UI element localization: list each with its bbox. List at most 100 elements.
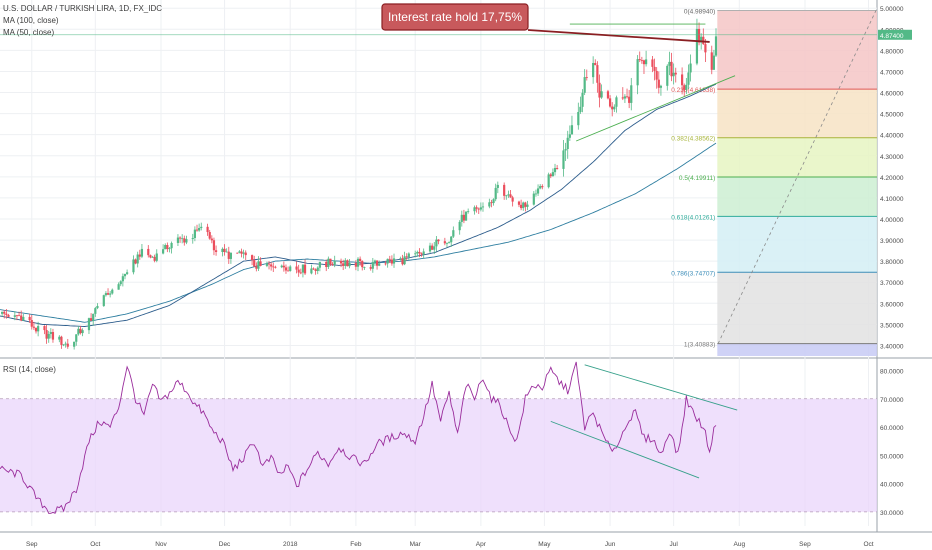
price-tick-label: 4.70000: [880, 69, 904, 76]
candle-up: [685, 84, 688, 90]
rsi-legend[interactable]: RSI (14, close): [3, 365, 56, 374]
candle-up: [496, 184, 499, 188]
candle-down: [51, 332, 55, 340]
price-tick-label: 4.10000: [880, 196, 904, 203]
rsi-pane: [0, 361, 877, 514]
candle-up: [221, 248, 224, 252]
candle-down: [240, 251, 243, 254]
fib-zone: [717, 272, 877, 344]
candle-down: [17, 315, 21, 317]
candle-up: [479, 207, 482, 210]
candle-up: [581, 92, 584, 107]
candle-down: [28, 316, 31, 321]
candle-up: [386, 258, 389, 264]
candle-down: [43, 326, 46, 331]
fib-zone: [717, 343, 877, 356]
candle-up: [151, 256, 154, 258]
candle-down: [511, 197, 514, 202]
candle-up: [229, 252, 233, 259]
candle-up: [193, 229, 196, 239]
rsi-tick-label: 50.0000: [880, 453, 904, 460]
candle-up: [536, 188, 540, 194]
candle-down: [642, 60, 646, 65]
ma100-legend[interactable]: MA (100, close): [3, 16, 59, 25]
candle-down: [272, 266, 275, 268]
candle-up: [600, 91, 603, 98]
candle-down: [259, 261, 262, 266]
candle-down: [621, 97, 624, 99]
candle-up: [126, 272, 129, 274]
candle-up: [225, 251, 228, 253]
candle-down: [79, 328, 82, 334]
time-tick-label: Jul: [669, 541, 678, 548]
candle-up: [155, 253, 158, 261]
time-tick-label: Oct: [90, 541, 100, 548]
time-tick-label: Mar: [410, 541, 422, 548]
candle-down: [520, 204, 523, 209]
price-tick-label: 4.00000: [880, 217, 904, 224]
callout-box[interactable]: [381, 3, 529, 31]
candlestick-series: [1, 18, 718, 350]
candle-up: [392, 258, 396, 264]
price-tick-label: 4.50000: [880, 112, 904, 119]
candle-up: [73, 341, 76, 347]
candle-down: [244, 252, 247, 256]
candle-down: [420, 253, 423, 255]
candle-down: [208, 232, 211, 239]
candle-up: [316, 267, 319, 272]
candle-up: [494, 187, 497, 200]
candle-down: [210, 238, 213, 241]
candle-down: [282, 265, 285, 268]
price-tick-label: 3.60000: [880, 301, 904, 308]
candle-up: [534, 193, 538, 195]
candle-up: [62, 344, 65, 346]
candle-down: [223, 248, 226, 253]
candle-down: [704, 44, 707, 53]
fib-zone: [717, 137, 877, 178]
fib-zone: [717, 177, 877, 217]
ma50-legend[interactable]: MA (50, close): [3, 28, 55, 37]
candle-down: [462, 214, 466, 221]
fib-level-label: 0.5(4.19911): [679, 175, 715, 182]
candle-down: [331, 264, 334, 265]
candle-up: [672, 72, 675, 77]
candle-up: [1, 311, 4, 314]
rsi-tick-label: 60.0000: [880, 425, 904, 432]
candle-down: [270, 264, 273, 267]
candle-down: [138, 254, 141, 257]
candle-up: [522, 202, 525, 209]
fib-level-label: 0(4.98940): [684, 8, 715, 15]
candle-up: [592, 62, 595, 78]
candle-up: [532, 193, 535, 205]
candle-up: [87, 318, 91, 331]
annotation-callout[interactable]: Interest rate hold 17,75%: [381, 3, 529, 31]
candle-up: [687, 72, 690, 85]
candle-up: [257, 261, 260, 269]
candle-up: [623, 96, 627, 99]
candle-up: [668, 61, 671, 66]
candle-up: [176, 237, 180, 243]
candle-up: [333, 260, 336, 265]
candle-up: [94, 308, 97, 314]
candle-down: [147, 248, 150, 256]
candle-up: [289, 266, 292, 271]
candle-down: [286, 270, 290, 272]
candle-up: [104, 293, 108, 296]
candle-down: [183, 238, 186, 243]
candle-down: [329, 258, 332, 265]
candle-up: [577, 111, 580, 126]
candle-down: [227, 251, 230, 259]
candle-up: [583, 77, 586, 93]
candle-down: [390, 259, 393, 264]
candle-up: [301, 264, 305, 273]
candle-down: [517, 201, 521, 205]
candle-up: [13, 315, 16, 317]
candle-up: [132, 259, 135, 273]
time-tick-label: 2018: [283, 541, 298, 548]
candle-down: [20, 315, 23, 321]
price-tick-label: 5.00000: [880, 6, 904, 13]
candle-down: [299, 272, 302, 274]
candle-down: [702, 36, 705, 45]
candle-up: [162, 249, 165, 254]
